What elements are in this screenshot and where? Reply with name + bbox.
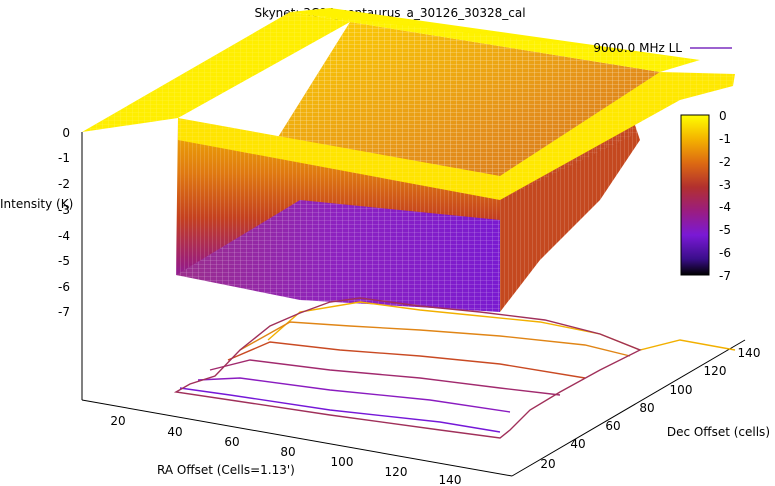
x-ticks: 20 40 60 80 100 120 140 xyxy=(110,414,461,486)
colorbar-tick-label: 0 xyxy=(719,109,727,123)
y-tick-label: 60 xyxy=(605,419,620,433)
contour-level-3 xyxy=(209,359,561,396)
surface-bottom-mesh xyxy=(176,200,500,312)
y-tick-label: 80 xyxy=(639,401,654,415)
y-tick-label: 140 xyxy=(738,346,761,360)
z-axis-label: Intensity (K) xyxy=(0,197,73,211)
x-tick-label: 80 xyxy=(280,445,295,459)
z-tick-label: -2 xyxy=(58,177,70,191)
legend: 9000.0 MHz LL xyxy=(593,41,732,55)
z-ticks: 0 -1 -2 -3 -4 -5 -6 -7 xyxy=(58,126,70,319)
colorbar-tick-label: -1 xyxy=(719,132,731,146)
colorbar-tick-label: -7 xyxy=(719,269,731,283)
contour-level-1 xyxy=(239,321,631,357)
z-tick-label: -6 xyxy=(58,280,70,294)
colorbar-tick-label: -4 xyxy=(719,200,731,214)
colorbar-gradient xyxy=(680,114,710,276)
contour-level-5 xyxy=(179,387,501,433)
x-tick-label: 100 xyxy=(331,455,354,469)
contour-level-2 xyxy=(227,341,586,379)
contour-level-0 xyxy=(267,301,736,351)
x-axis-label: RA Offset (Cells=1.13') xyxy=(157,463,295,477)
contours xyxy=(173,297,736,439)
x-axis-line xyxy=(81,399,513,477)
surface xyxy=(82,8,735,312)
y-tick-label: 20 xyxy=(540,457,555,471)
y-tick-label: 120 xyxy=(704,364,727,378)
z-tick-label: -5 xyxy=(58,254,70,268)
y-axis-line xyxy=(511,339,746,477)
y-ticks: 20 40 60 80 100 120 140 xyxy=(540,346,760,471)
z-tick-label: -7 xyxy=(58,305,70,319)
z-tick-label: -1 xyxy=(58,151,70,165)
base-axes xyxy=(81,132,746,477)
x-tick-label: 120 xyxy=(385,465,408,479)
legend-label: 9000.0 MHz LL xyxy=(593,41,682,55)
colorbar-tick-label: -2 xyxy=(719,155,731,169)
x-tick-label: 140 xyxy=(439,473,462,486)
colorbar-tick-label: -6 xyxy=(719,246,731,260)
surface-right-wall-mesh xyxy=(500,110,640,312)
colorbar: 0 -1 -2 -3 -4 -5 -6 -7 xyxy=(680,109,731,283)
z-tick-label: -4 xyxy=(58,229,70,243)
z-tick-label: 0 xyxy=(62,126,70,140)
colorbar-tick-label: -3 xyxy=(719,178,731,192)
y-axis-label: Dec Offset (cells) xyxy=(667,425,770,439)
x-tick-label: 60 xyxy=(224,435,239,449)
x-tick-label: 20 xyxy=(110,414,125,428)
z-tick-label: -3 xyxy=(58,203,70,217)
contour-level-4 xyxy=(197,377,511,413)
x-tick-label: 40 xyxy=(167,425,182,439)
y-tick-label: 40 xyxy=(570,437,585,451)
colorbar-tick-label: -5 xyxy=(719,223,731,237)
contour-outer xyxy=(173,297,642,439)
y-tick-label: 100 xyxy=(670,383,693,397)
surface-rim-mesh xyxy=(82,12,735,200)
